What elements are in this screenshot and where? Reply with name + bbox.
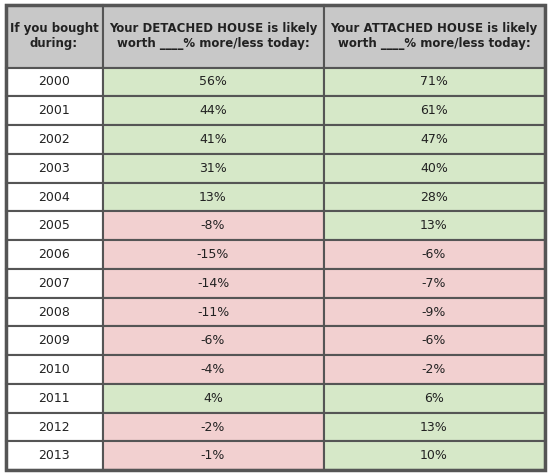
Bar xyxy=(6,413,102,441)
Text: -1%: -1% xyxy=(201,449,225,462)
Bar xyxy=(323,355,544,384)
Bar xyxy=(6,211,102,240)
Bar xyxy=(6,326,102,355)
Bar xyxy=(102,182,323,211)
Bar xyxy=(6,384,102,413)
Text: Your ATTACHED HOUSE is likely
worth ____% more/less today:: Your ATTACHED HOUSE is likely worth ____… xyxy=(331,22,538,50)
Bar xyxy=(6,355,102,384)
Bar xyxy=(323,96,544,125)
Text: -14%: -14% xyxy=(197,277,229,290)
Text: 40%: 40% xyxy=(420,162,448,175)
Bar xyxy=(6,298,102,326)
Text: 71%: 71% xyxy=(420,76,448,88)
Bar xyxy=(102,67,323,96)
Bar xyxy=(6,96,102,125)
Text: 4%: 4% xyxy=(203,392,223,405)
Text: Your DETACHED HOUSE is likely
worth ____% more/less today:: Your DETACHED HOUSE is likely worth ____… xyxy=(109,22,317,50)
Bar xyxy=(323,269,544,298)
Bar xyxy=(6,441,102,470)
Text: -8%: -8% xyxy=(201,219,226,232)
Text: 56%: 56% xyxy=(199,76,227,88)
Bar xyxy=(323,240,544,269)
Text: 47%: 47% xyxy=(420,133,448,146)
Text: 13%: 13% xyxy=(199,190,227,203)
Bar xyxy=(102,384,323,413)
Text: -4%: -4% xyxy=(201,363,225,376)
Text: -2%: -2% xyxy=(201,420,225,434)
Bar xyxy=(6,154,102,182)
Text: -6%: -6% xyxy=(422,334,446,347)
Bar xyxy=(102,240,323,269)
Text: -15%: -15% xyxy=(197,248,229,261)
Text: 2008: 2008 xyxy=(38,305,70,319)
Text: 2004: 2004 xyxy=(38,190,70,203)
Text: -6%: -6% xyxy=(422,248,446,261)
Bar xyxy=(102,269,323,298)
Bar xyxy=(102,154,323,182)
Text: 31%: 31% xyxy=(199,162,227,175)
Text: 2001: 2001 xyxy=(38,104,70,117)
Text: 2002: 2002 xyxy=(38,133,70,146)
Text: 13%: 13% xyxy=(420,420,448,434)
Bar xyxy=(102,5,323,67)
Text: If you bought
during:: If you bought during: xyxy=(10,22,98,50)
Bar xyxy=(6,182,102,211)
Bar xyxy=(102,326,323,355)
Text: -2%: -2% xyxy=(422,363,446,376)
Bar xyxy=(102,211,323,240)
Bar xyxy=(323,154,544,182)
Bar xyxy=(323,441,544,470)
Text: 2010: 2010 xyxy=(38,363,70,376)
Text: 2012: 2012 xyxy=(38,420,70,434)
Text: 61%: 61% xyxy=(420,104,448,117)
Bar xyxy=(323,211,544,240)
Bar xyxy=(323,67,544,96)
Text: -6%: -6% xyxy=(201,334,225,347)
Bar xyxy=(102,96,323,125)
Bar xyxy=(6,269,102,298)
Bar xyxy=(323,326,544,355)
Bar xyxy=(102,441,323,470)
Bar xyxy=(102,355,323,384)
Text: 2003: 2003 xyxy=(38,162,70,175)
Text: 41%: 41% xyxy=(199,133,227,146)
Bar xyxy=(323,125,544,154)
Text: -11%: -11% xyxy=(197,305,229,319)
Text: 6%: 6% xyxy=(424,392,444,405)
Text: 28%: 28% xyxy=(420,190,448,203)
Text: 2000: 2000 xyxy=(38,76,70,88)
Text: 2013: 2013 xyxy=(38,449,70,462)
Bar xyxy=(102,125,323,154)
Bar xyxy=(6,240,102,269)
Bar xyxy=(6,67,102,96)
Bar xyxy=(323,384,544,413)
Bar xyxy=(323,182,544,211)
Text: 2011: 2011 xyxy=(38,392,70,405)
Bar xyxy=(323,5,544,67)
Text: 2009: 2009 xyxy=(38,334,70,347)
Text: 2005: 2005 xyxy=(38,219,70,232)
Bar xyxy=(102,413,323,441)
Text: 44%: 44% xyxy=(199,104,227,117)
Bar xyxy=(102,298,323,326)
Text: -7%: -7% xyxy=(422,277,446,290)
Text: 2006: 2006 xyxy=(38,248,70,261)
Text: 10%: 10% xyxy=(420,449,448,462)
Text: 13%: 13% xyxy=(420,219,448,232)
Text: 2007: 2007 xyxy=(38,277,70,290)
Bar xyxy=(323,298,544,326)
Bar xyxy=(6,125,102,154)
Text: -9%: -9% xyxy=(422,305,446,319)
Bar xyxy=(6,5,102,67)
Bar xyxy=(323,413,544,441)
